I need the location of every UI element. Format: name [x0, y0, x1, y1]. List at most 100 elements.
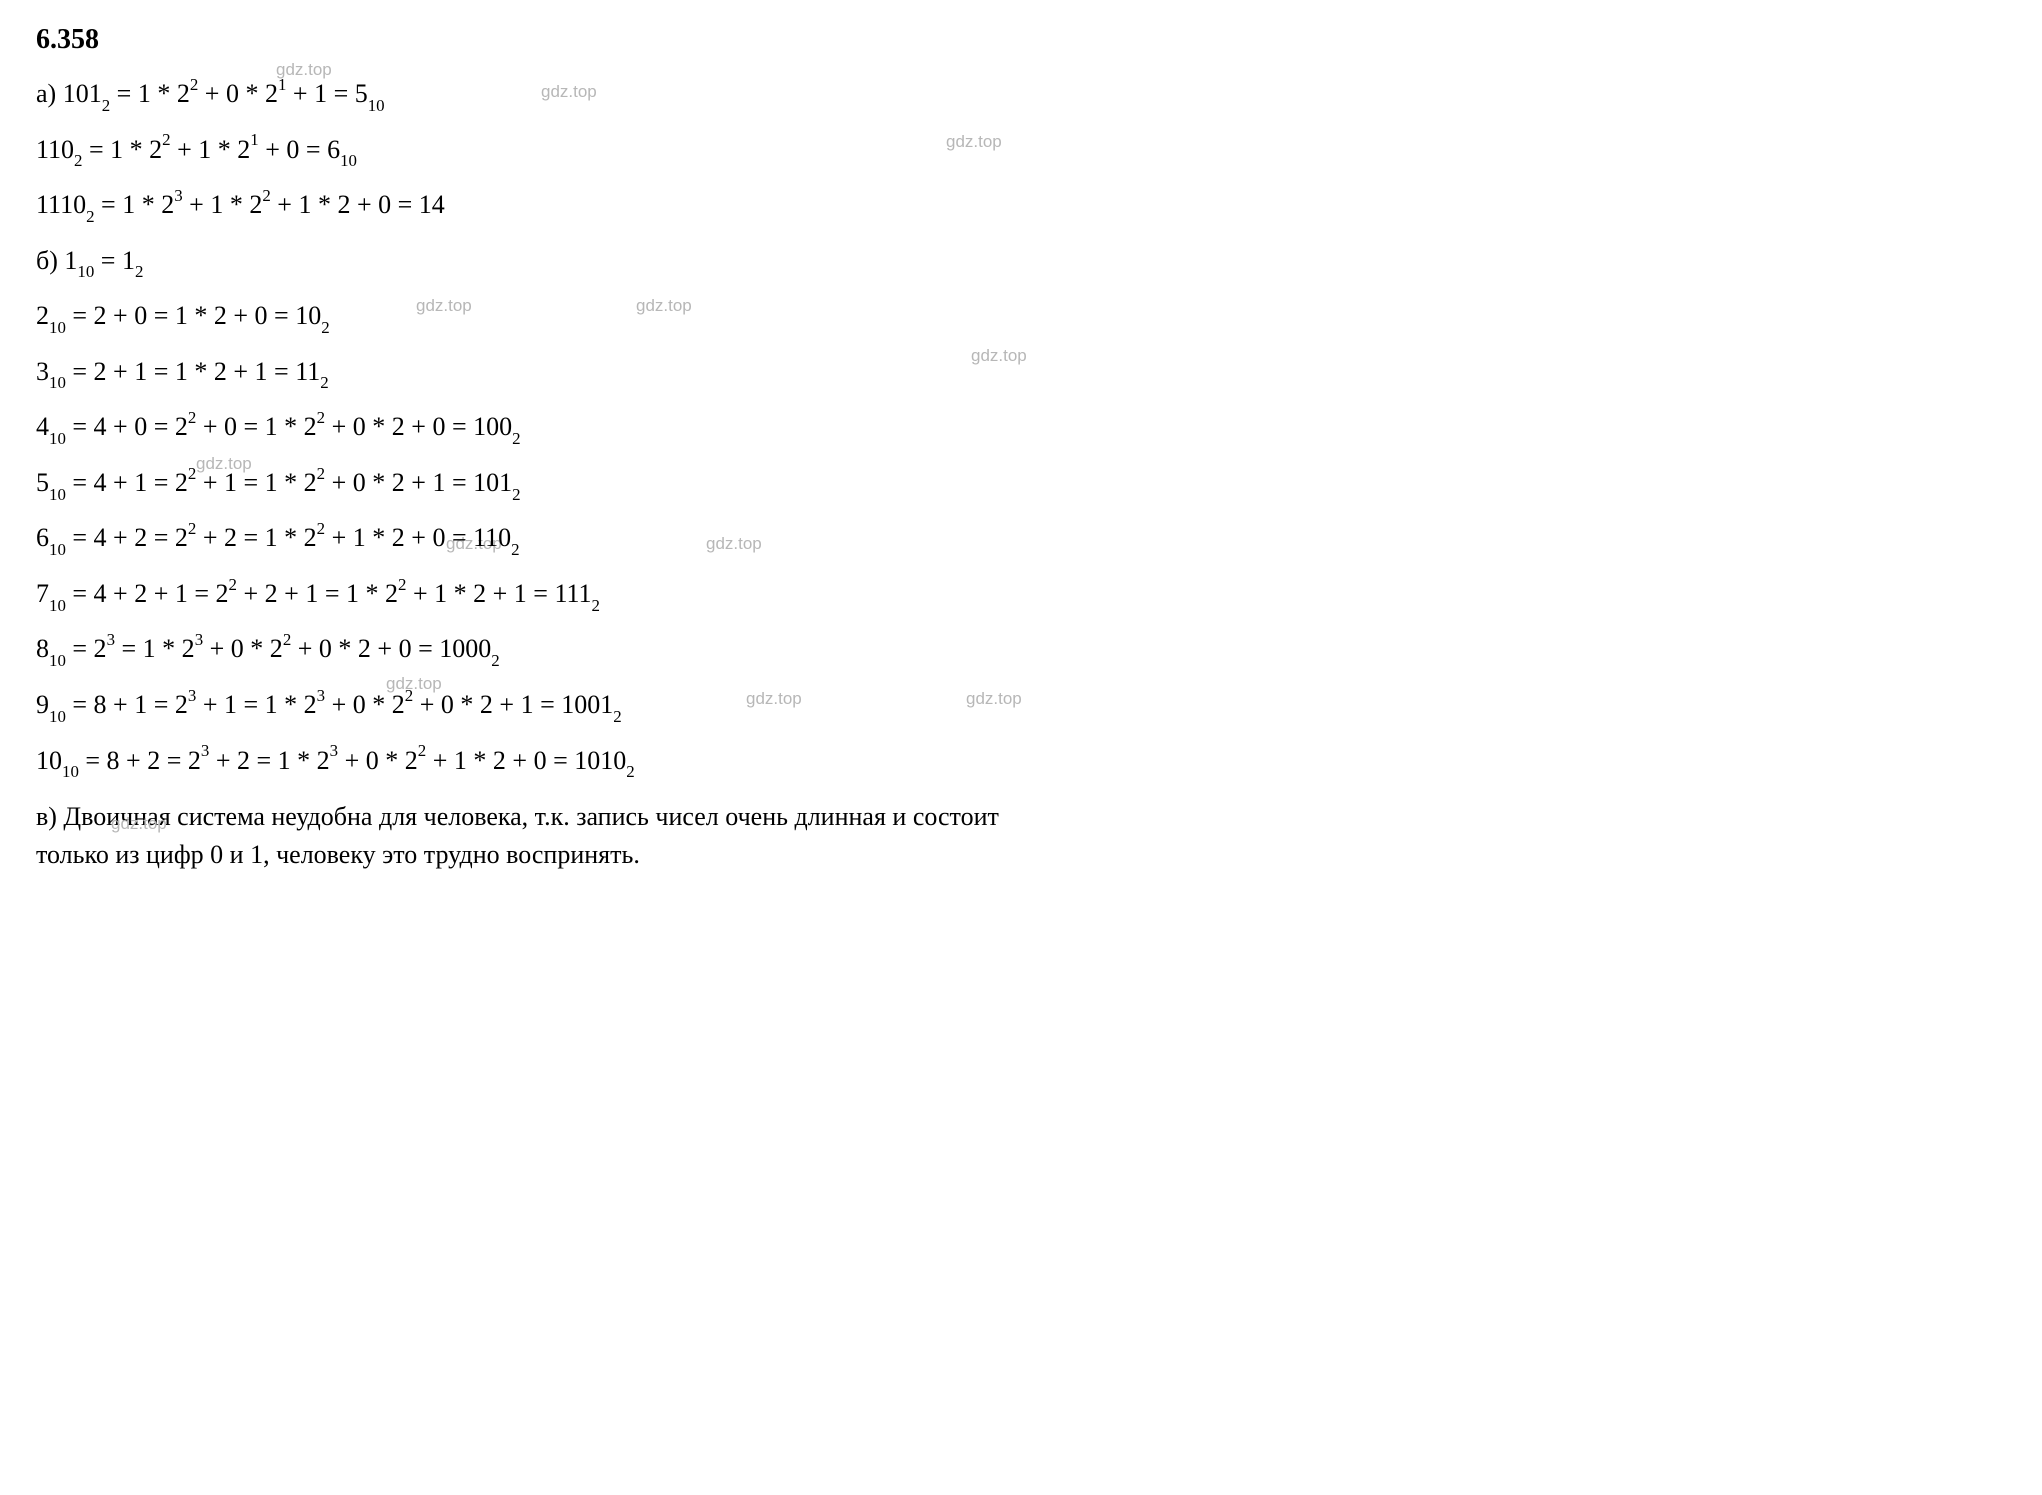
text: + 1 * 2 + 0 = 1010: [426, 746, 626, 775]
text: + 1 * 2 + 0 = 14: [271, 190, 445, 219]
text: = 8 + 1 = 2: [66, 690, 188, 719]
superscript: 2: [398, 575, 406, 594]
subscript: 10: [49, 596, 66, 615]
text: 7: [36, 579, 49, 608]
subscript: 10: [49, 540, 66, 559]
superscript: 3: [201, 741, 209, 760]
text: + 1 * 2 + 1 = 111: [406, 579, 591, 608]
text: а) 101: [36, 79, 102, 108]
text: = 1 * 2: [110, 79, 190, 108]
text: = 1 * 2: [115, 634, 195, 663]
text: 110: [36, 135, 74, 164]
exercise-number: 6.358: [36, 24, 1036, 56]
subscript: 2: [102, 96, 110, 115]
subscript: 2: [512, 429, 520, 448]
text: = 2: [66, 634, 107, 663]
text: = 4 + 0 = 2: [66, 412, 188, 441]
subscript: 10: [62, 762, 79, 781]
text: = 4 + 2 + 1 = 2: [66, 579, 229, 608]
subscript: 10: [49, 651, 66, 670]
text: = 1 * 2: [83, 135, 163, 164]
text: + 1 * 2: [171, 135, 251, 164]
subscript: 10: [368, 96, 385, 115]
text: + 0 * 2 + 1 = 1001: [413, 690, 613, 719]
equation-b6: 610 = 4 + 2 = 22 + 2 = 1 * 22 + 1 * 2 + …: [36, 518, 1036, 560]
subscript: 2: [511, 540, 519, 559]
text: 10: [36, 746, 62, 775]
equation-a1: а) 1012 = 1 * 22 + 0 * 21 + 1 = 510: [36, 74, 1036, 116]
text: + 2 = 1 * 2: [196, 523, 316, 552]
text: + 1 = 1 * 2: [196, 690, 316, 719]
text: + 1 = 5: [286, 79, 367, 108]
paragraph-v: в) Двоичная система неудобна для человек…: [36, 798, 1036, 873]
text: 8: [36, 634, 49, 663]
subscript: 2: [626, 762, 634, 781]
superscript: 2: [188, 519, 196, 538]
text: 9: [36, 690, 49, 719]
text: 4: [36, 412, 49, 441]
text: + 0 = 1 * 2: [196, 412, 316, 441]
superscript: 2: [317, 464, 325, 483]
superscript: 2: [188, 408, 196, 427]
subscript: 2: [613, 707, 621, 726]
text: + 0 * 2: [203, 634, 283, 663]
subscript: 2: [592, 596, 600, 615]
superscript: 2: [188, 464, 196, 483]
superscript: 2: [317, 408, 325, 427]
equation-b2: 210 = 2 + 0 = 1 * 2 + 0 = 102: [36, 296, 1036, 338]
subscript: 10: [49, 707, 66, 726]
subscript: 2: [321, 318, 329, 337]
subscript: 10: [49, 373, 66, 392]
equation-b5: 510 = 4 + 1 = 22 + 1 = 1 * 22 + 0 * 2 + …: [36, 463, 1036, 505]
superscript: 3: [188, 686, 196, 705]
text: + 0 * 2: [338, 746, 418, 775]
superscript: 2: [262, 186, 270, 205]
text: + 0 * 2 + 1 = 101: [325, 468, 512, 497]
text: = 4 + 2 = 2: [66, 523, 188, 552]
superscript: 2: [418, 741, 426, 760]
text: + 1 = 1 * 2: [196, 468, 316, 497]
superscript: 2: [190, 75, 198, 94]
text: 6: [36, 523, 49, 552]
superscript: 3: [195, 630, 203, 649]
text: + 1 * 2: [183, 190, 263, 219]
equation-b3: 310 = 2 + 1 = 1 * 2 + 1 = 112: [36, 352, 1036, 394]
equation-b8: 810 = 23 = 1 * 23 + 0 * 22 + 0 * 2 + 0 =…: [36, 629, 1036, 671]
equation-b1: б) 110 = 12: [36, 241, 1036, 283]
subscript: 10: [49, 429, 66, 448]
equation-a3: 11102 = 1 * 23 + 1 * 22 + 1 * 2 + 0 = 14: [36, 185, 1036, 227]
superscript: 1: [278, 75, 286, 94]
text: + 2 + 1 = 1 * 2: [237, 579, 398, 608]
superscript: 1: [250, 130, 258, 149]
subscript: 10: [49, 318, 66, 337]
superscript: 2: [283, 630, 291, 649]
page-content: gdz.top gdz.top gdz.top gdz.top gdz.top …: [36, 24, 1036, 873]
text: + 0 * 2: [325, 690, 405, 719]
text: + 0 * 2 + 0 = 100: [325, 412, 512, 441]
subscript: 2: [86, 207, 94, 226]
subscript: 2: [135, 262, 143, 281]
subscript: 2: [320, 373, 328, 392]
text: + 0 * 2: [198, 79, 278, 108]
text: 2: [36, 301, 49, 330]
text: = 2 + 1 = 1 * 2 + 1 = 11: [66, 357, 320, 386]
superscript: 2: [229, 575, 237, 594]
equation-b4: 410 = 4 + 0 = 22 + 0 = 1 * 22 + 0 * 2 + …: [36, 407, 1036, 449]
equation-a2: 1102 = 1 * 22 + 1 * 21 + 0 = 610: [36, 130, 1036, 172]
text: б) 1: [36, 246, 77, 275]
text: = 1: [94, 246, 135, 275]
subscript: 2: [74, 151, 82, 170]
text: = 4 + 1 = 2: [66, 468, 188, 497]
subscript: 10: [340, 151, 357, 170]
superscript: 2: [317, 519, 325, 538]
subscript: 2: [512, 485, 520, 504]
text: 1110: [36, 190, 86, 219]
text: = 8 + 2 = 2: [79, 746, 201, 775]
text: + 0 * 2 + 0 = 1000: [291, 634, 491, 663]
text: + 2 = 1 * 2: [209, 746, 329, 775]
subscript: 2: [491, 651, 499, 670]
text: + 0 = 6: [259, 135, 340, 164]
equation-b7: 710 = 4 + 2 + 1 = 22 + 2 + 1 = 1 * 22 + …: [36, 574, 1036, 616]
text: 5: [36, 468, 49, 497]
superscript: 2: [405, 686, 413, 705]
